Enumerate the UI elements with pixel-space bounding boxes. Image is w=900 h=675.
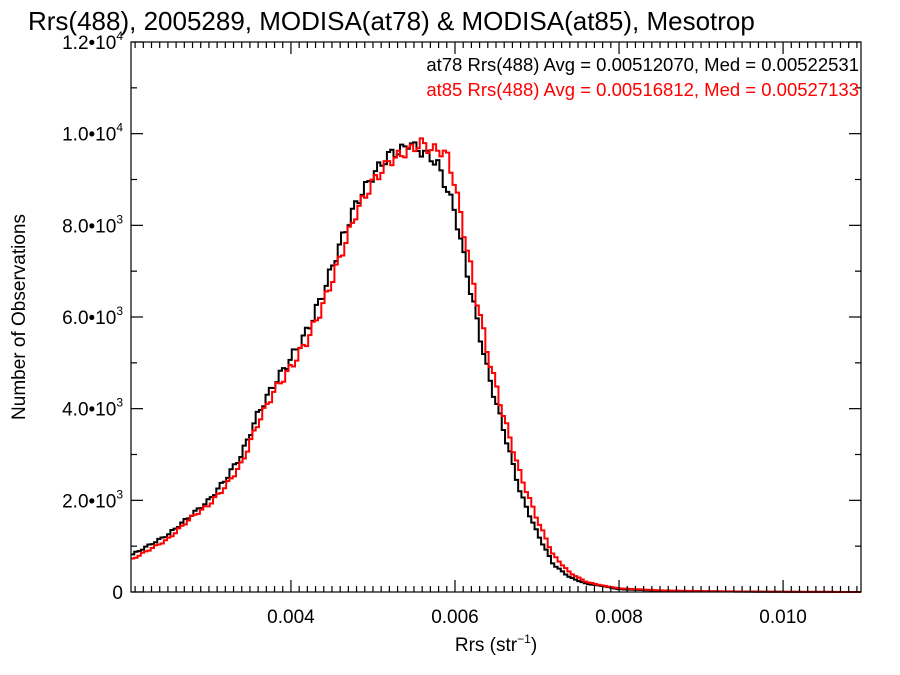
x-axis-label: Rrs (str−1) [455,632,537,656]
y-axis-label: Number of Observations [9,214,30,420]
plot-frame [130,41,862,593]
x-axis-label-close: ) [531,635,537,656]
x-axis-label-superscript: −1 [517,632,531,646]
ticks-layer: 0.004 0.006 0.008 0.010 0 2.0•103 4.0•103 6.0•1… [62,29,861,628]
y-tick-label: 8.0•103 [62,212,123,237]
legend-at85: at85 Rrs(488) Avg = 0.00516812, Med = 0.… [426,79,859,100]
x-tick-label: 0.010 [759,607,807,628]
y-tick-label: 0 [112,583,123,604]
y-tick-label: 1.2•104 [62,29,123,54]
chart-title: Rrs(488), 2005289, MODISA(at78) & MODISA… [28,6,755,36]
x-tick-label: 0.004 [267,607,315,628]
y-tick-label: 4.0•103 [62,396,123,421]
y-tick-label: 2.0•103 [62,487,123,512]
x-tick-label: 0.008 [595,607,643,628]
x-tick-label: 0.006 [431,607,479,628]
legend-at78: at78 Rrs(488) Avg = 0.00512070, Med = 0.… [426,54,859,75]
y-tick-label: 1.0•104 [62,121,123,146]
y-tick-label: 6.0•103 [62,304,123,329]
